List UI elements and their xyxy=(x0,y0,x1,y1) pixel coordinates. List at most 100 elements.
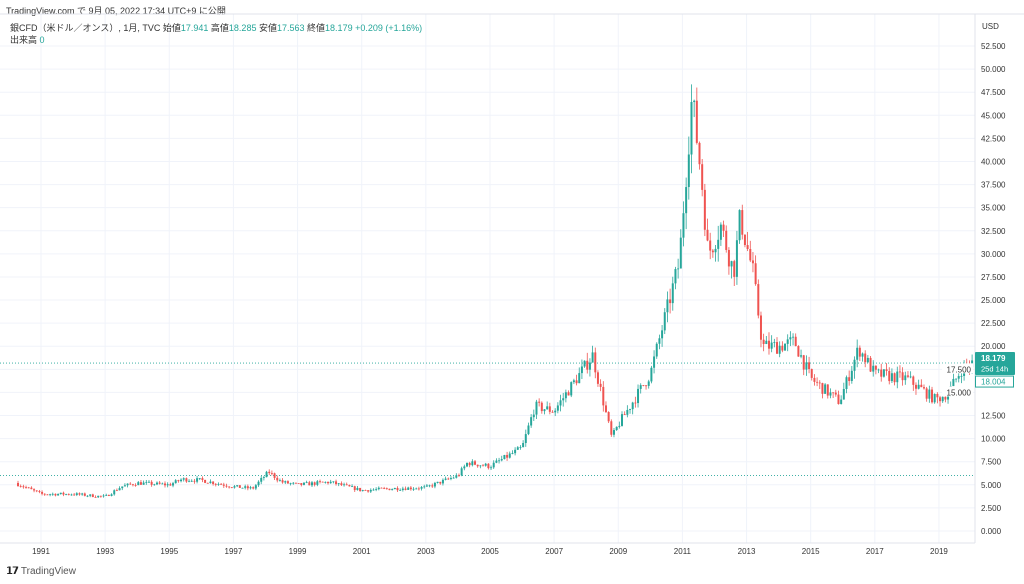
candle-body xyxy=(49,494,52,496)
candle-body xyxy=(762,339,765,345)
candle-body xyxy=(690,102,693,155)
candle-body xyxy=(706,229,709,241)
candle-body xyxy=(310,482,313,486)
candle-body xyxy=(559,400,562,406)
candle-body xyxy=(180,479,183,482)
candle-body xyxy=(142,482,145,485)
candle-body xyxy=(925,388,928,399)
candle-body xyxy=(212,481,215,485)
candle-body xyxy=(709,240,712,251)
close-label: 終値 xyxy=(307,23,326,33)
y-tick-label: 7.500 xyxy=(981,458,1002,467)
candle-body xyxy=(449,478,452,479)
candle-body xyxy=(548,406,551,412)
candle-body xyxy=(701,164,704,190)
candle-body xyxy=(313,482,316,485)
candle-body xyxy=(596,372,599,384)
candle-body xyxy=(329,481,332,484)
candle-body xyxy=(292,482,295,484)
tv-logo-icon: 𝟭𝟳 xyxy=(6,566,19,577)
candle-body xyxy=(319,481,322,483)
candle-body xyxy=(155,482,158,485)
candle-body xyxy=(778,345,781,354)
candle-body xyxy=(888,370,891,382)
candle-body xyxy=(391,489,394,491)
candle-body xyxy=(359,487,362,491)
candle-body xyxy=(733,261,736,277)
volume-label[interactable]: 出来高 xyxy=(10,35,38,45)
candle-body xyxy=(327,481,330,484)
candle-body xyxy=(407,487,410,490)
candle-body xyxy=(583,360,586,367)
candle-body xyxy=(492,462,495,468)
candle-body xyxy=(554,410,557,413)
candle-body xyxy=(396,487,399,491)
x-tick-label: 2001 xyxy=(353,547,371,556)
candle-body xyxy=(54,493,57,496)
candle-body xyxy=(59,492,62,495)
open-label: 始値 xyxy=(162,23,181,33)
candle-body xyxy=(471,461,474,466)
candle-body xyxy=(444,478,447,480)
candle-body xyxy=(703,189,706,230)
candle-body xyxy=(465,462,468,467)
candle-body xyxy=(201,478,204,480)
candle-body xyxy=(345,484,348,486)
candle-body xyxy=(621,414,624,426)
candle-body xyxy=(161,483,164,485)
candle-body xyxy=(262,477,265,478)
candle-body xyxy=(754,263,757,285)
candle-body xyxy=(305,482,308,484)
candle-body xyxy=(866,357,869,363)
candle-body xyxy=(415,488,418,490)
candle-body xyxy=(781,345,784,351)
candle-body xyxy=(401,488,404,490)
candle-body xyxy=(340,483,343,486)
candle-body xyxy=(719,224,722,240)
candle-body xyxy=(123,485,126,487)
candle-body xyxy=(81,493,84,495)
candle-body xyxy=(300,483,303,485)
candle-body xyxy=(634,402,637,404)
candle-body xyxy=(834,392,837,395)
candle-body xyxy=(661,330,664,339)
low-value: 17.563 xyxy=(276,23,305,33)
candle-body xyxy=(797,346,800,357)
candle-body xyxy=(27,487,30,489)
candle-body xyxy=(356,487,359,491)
candle-body xyxy=(94,497,97,498)
candle-body xyxy=(214,484,217,485)
candle-body xyxy=(607,412,610,422)
candle-body xyxy=(268,471,271,474)
candle-body xyxy=(89,494,92,496)
candle-body xyxy=(484,463,487,466)
candle-body xyxy=(409,487,412,490)
y-tick-label-backing xyxy=(942,363,973,374)
candle-body xyxy=(861,353,864,357)
candle-body xyxy=(126,483,129,486)
candle-body xyxy=(284,481,287,483)
candle-body xyxy=(302,482,305,485)
candle-body xyxy=(575,380,578,384)
candle-body xyxy=(38,491,41,493)
brand-logo[interactable]: 𝟭𝟳 TradingView xyxy=(6,566,76,577)
candle-body xyxy=(172,483,175,486)
candle-body xyxy=(244,486,247,488)
candle-body xyxy=(818,382,821,384)
candle-body xyxy=(639,385,642,389)
grid xyxy=(0,14,975,543)
y-tick-label: 25.000 xyxy=(981,296,1006,305)
candle-body xyxy=(586,360,589,370)
x-tick-label: 1995 xyxy=(160,547,178,556)
x-tick-label: 2013 xyxy=(738,547,756,556)
symbol-label[interactable]: 銀CFD（米ドル／オンス）, 1月, TVC xyxy=(10,23,161,33)
candle-body xyxy=(388,488,391,491)
candle-body xyxy=(677,268,680,270)
candle-body xyxy=(335,481,338,485)
candle-body xyxy=(46,494,49,496)
candle-body xyxy=(928,389,931,399)
x-tick-label: 1999 xyxy=(289,547,307,556)
candle-body xyxy=(241,487,244,489)
candle-body xyxy=(738,210,741,241)
